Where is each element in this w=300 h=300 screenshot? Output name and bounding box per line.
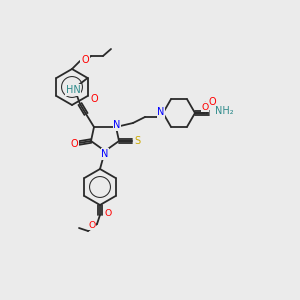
Text: N: N [157,107,165,117]
Text: NH₂: NH₂ [215,106,234,116]
Text: O: O [90,94,98,104]
Text: O: O [208,97,216,107]
Text: O: O [104,208,112,217]
Text: O: O [70,139,78,149]
Text: NH₂: NH₂ [215,108,234,118]
Text: N: N [113,120,121,130]
Text: HN: HN [66,85,80,95]
Text: S: S [134,136,140,146]
Text: N: N [101,149,109,159]
Text: O: O [201,103,208,112]
Text: O: O [88,220,96,230]
Text: O: O [81,55,89,65]
